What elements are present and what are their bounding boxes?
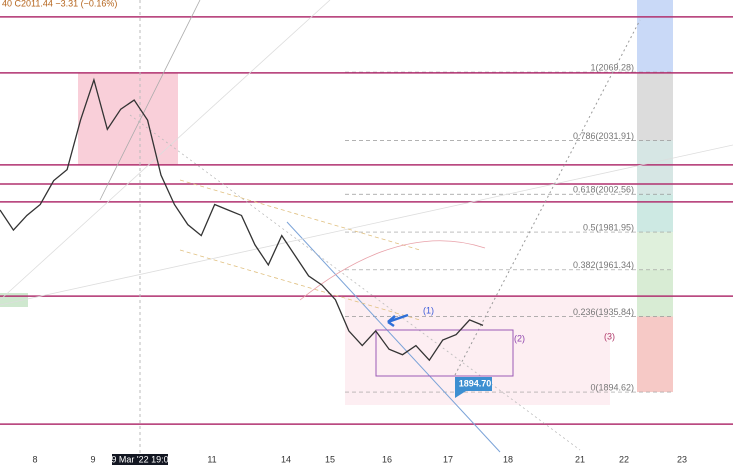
fib-label: 0.382(1961.34) xyxy=(573,260,634,270)
trend-line xyxy=(0,0,331,301)
fib-label: 0.5(1981.95) xyxy=(583,222,634,232)
x-tick-label: 09 Mar '22 19:00 xyxy=(106,454,173,464)
annotation: (1) xyxy=(423,305,434,315)
moving-average xyxy=(299,240,486,301)
x-tick-label: 21 xyxy=(575,454,585,464)
zone xyxy=(78,73,178,165)
price-tag: 1894.70 xyxy=(459,378,492,388)
fib-label: 0.786(2031.91) xyxy=(573,131,634,141)
projection xyxy=(129,114,581,451)
x-tick-label: 16 xyxy=(382,454,392,464)
x-tick-label: 11 xyxy=(207,454,216,464)
fib-label: 1(2069.28) xyxy=(590,62,634,72)
annotation: (2) xyxy=(514,333,525,343)
projection xyxy=(454,19,641,376)
fib-band xyxy=(637,0,673,73)
range-box xyxy=(375,329,514,377)
trend-line xyxy=(99,0,201,201)
fib-band xyxy=(637,232,673,270)
annotation: (3) xyxy=(604,331,615,341)
fib-band xyxy=(637,194,673,233)
price-tag-box xyxy=(455,377,492,398)
x-tick-label: 8 xyxy=(32,454,37,464)
x-tick-label: 9 xyxy=(90,454,95,464)
fib-band xyxy=(637,269,673,317)
x-tick-label: 23 xyxy=(677,454,687,464)
fib-label: 0(1894.62) xyxy=(590,382,634,392)
price-line xyxy=(0,77,484,362)
fib-band xyxy=(637,316,673,393)
x-tick-label: 15 xyxy=(325,454,335,464)
fib-label: 0.618(2002.56) xyxy=(573,185,634,195)
x-tick-label: 22 xyxy=(619,454,629,464)
header: 40 C2011.44 −3.31 (−0.16%) xyxy=(2,0,117,8)
trend-line xyxy=(286,221,501,453)
x-cursor-label-box xyxy=(112,454,168,465)
x-tick-label: 18 xyxy=(503,454,513,464)
fib-band xyxy=(637,140,673,195)
trend-line xyxy=(0,144,733,306)
x-tick-label: 14 xyxy=(281,454,291,464)
x-tick-label: 17 xyxy=(443,454,453,464)
fib-band xyxy=(637,72,673,141)
fib-label: 0.236(1935.84) xyxy=(573,307,634,317)
arrow xyxy=(387,313,409,328)
